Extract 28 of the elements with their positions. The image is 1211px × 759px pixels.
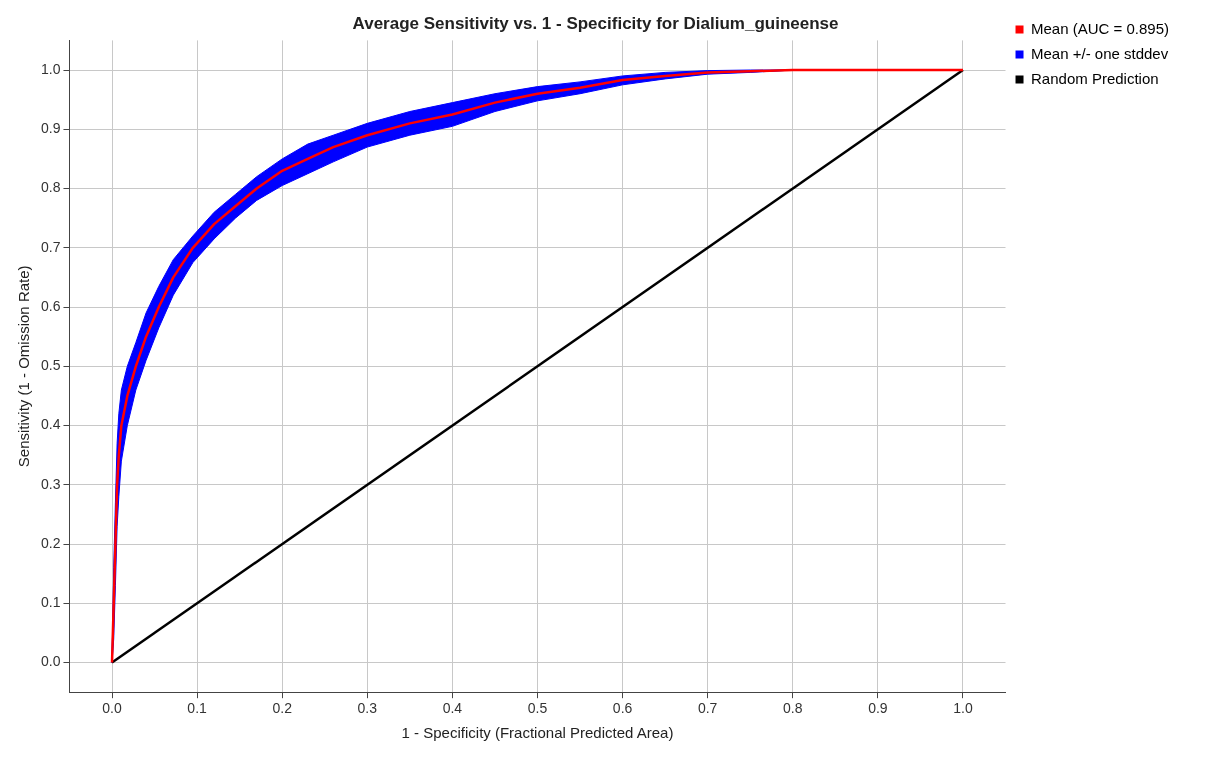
legend-label: Random Prediction [1031,69,1159,87]
x-tick-label: 0.3 [357,700,378,717]
y-tick-label: 0.9 [40,120,61,137]
x-tick-label: 0.0 [102,700,122,717]
y-tick-label: 0.3 [40,475,61,492]
y-tick-label: 0.2 [40,534,61,551]
y-tick-label: 0.8 [40,179,61,196]
x-tick-label: 0.4 [442,700,463,717]
y-tick-label: 0.7 [40,238,61,255]
y-tick-label: 0.0 [40,653,61,670]
x-tick-label: 0.5 [527,700,548,717]
x-tick-label: 1.0 [953,700,973,717]
x-tick-label: 0.9 [868,700,888,717]
y-tick-label: 0.6 [40,297,61,314]
x-tick-label: 0.2 [272,700,293,717]
y-tick-label: 1.0 [40,60,61,77]
chart-title: Average Sensitivity vs. 1 - Specificity for Dialium_guineense [352,13,839,33]
y-axis-title: Sensitivity (1 - Omission Rate) [15,265,33,468]
x-axis-title: 1 - Specificity (Fractional Predicted Area) [401,724,674,742]
legend-label: Mean (AUC = 0.895) [1031,19,1169,37]
y-tick-label: 0.5 [40,357,61,374]
x-tick-label: 0.6 [612,700,633,717]
legend-label: Mean +/- one stddev [1031,44,1169,62]
x-tick-label: 0.8 [783,700,803,717]
y-tick-label: 0.4 [40,416,61,433]
y-tick-label: 0.1 [40,594,61,611]
x-tick-label: 0.1 [187,700,208,717]
x-tick-label: 0.7 [697,700,718,717]
